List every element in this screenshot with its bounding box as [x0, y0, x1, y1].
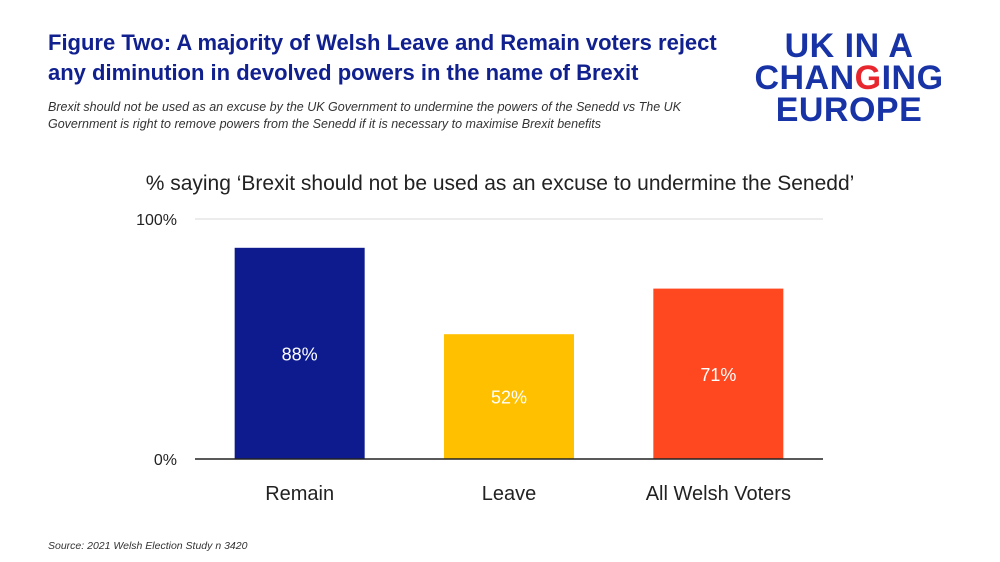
figure-title: Figure Two: A majority of Welsh Leave an… [48, 30, 717, 85]
logo-line-1: UK IN A [784, 27, 914, 65]
logo-line-2: CHANGING [744, 59, 954, 97]
x-tick-label: Remain [265, 483, 334, 505]
data-label: 88% [282, 344, 318, 364]
y-tick-label: 0% [154, 452, 177, 469]
logo-line-2-start: CHAN [754, 59, 855, 97]
chart-title: % saying ‘Brexit should not be used as a… [145, 172, 855, 195]
figure-subtitle: Brexit should not be used as an excuse b… [48, 100, 682, 131]
y-tick-label: 100% [136, 212, 177, 229]
x-tick-label: Leave [482, 483, 537, 505]
source-note: Source: 2021 Welsh Election Study n 3420 [48, 540, 248, 552]
bar-remain [234, 247, 365, 459]
x-tick-label: All Welsh Voters [646, 483, 791, 505]
uk-in-a-changing-europe-logo: UK IN A CHANGING EUROPE [744, 27, 954, 129]
data-label: 52% [491, 388, 527, 408]
logo-accent-letter: G [854, 59, 882, 97]
bar-leave [444, 334, 574, 459]
bar-all-welsh-voters [653, 288, 784, 459]
logo-line-3: EUROPE [775, 91, 923, 129]
data-label: 71% [700, 365, 736, 385]
logo-line-2-end: ING [881, 59, 944, 97]
